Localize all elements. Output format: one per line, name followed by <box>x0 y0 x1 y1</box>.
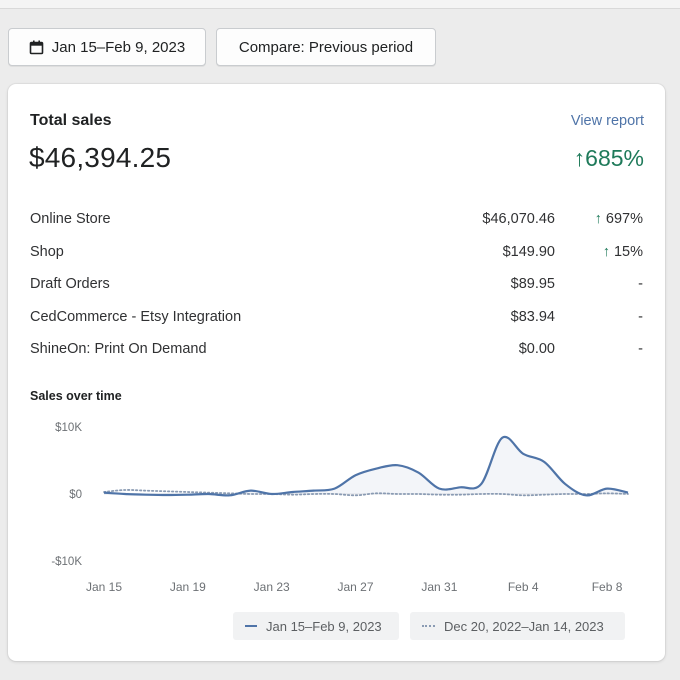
chart-title: Sales over time <box>30 389 122 403</box>
sales-channel-list: Online Store $46,070.46 ↑ 697% Shop $149.… <box>30 208 643 371</box>
channel-value: $149.90 <box>502 243 555 260</box>
channel-change: ↑ 697% <box>594 211 643 227</box>
legend-label: Jan 15–Feb 9, 2023 <box>266 618 382 634</box>
channel-name: CedCommerce - Etsy Integration <box>30 308 242 325</box>
legend-previous-period[interactable]: Dec 20, 2022–Jan 14, 2023 <box>410 612 625 640</box>
channel-row-shineon: ShineOn: Print On Demand $0.00 - <box>30 338 643 371</box>
channel-change: - <box>638 308 643 325</box>
legend-label: Dec 20, 2022–Jan 14, 2023 <box>444 618 604 634</box>
compare-label: Compare: Previous period <box>238 38 414 56</box>
total-sales-card: Total sales View report $46,394.25 ↑685%… <box>8 84 665 661</box>
legend-current-period[interactable]: Jan 15–Feb 9, 2023 <box>233 612 399 640</box>
arrow-up-icon: ↑ <box>594 211 602 227</box>
sales-over-time-chart: $10K $0 -$10K Jan 15 Jan 19 Jan 23 Jan 27 Jan 3… <box>51 422 629 594</box>
compare-button[interactable]: Compare: Previous period <box>216 28 436 66</box>
x-tick-label: Feb 8 <box>592 580 623 594</box>
x-tick-label: Jan 31 <box>421 580 457 594</box>
channel-change: - <box>638 341 643 357</box>
channel-name: Online Store <box>30 211 111 227</box>
view-report-link[interactable]: View report <box>570 113 644 129</box>
total-sales-value: $46,394.25 <box>29 142 172 173</box>
channel-value: $83.94 <box>510 308 555 325</box>
channel-value: $0.00 <box>518 341 555 357</box>
channel-value: $89.95 <box>510 276 555 292</box>
current-series-area <box>104 436 628 496</box>
y-tick-label: $10K <box>55 422 82 434</box>
x-tick-label: Jan 27 <box>338 580 374 594</box>
channel-change: - <box>638 276 643 292</box>
channel-name: Shop <box>30 243 64 260</box>
card-title: Total sales <box>30 112 112 129</box>
total-sales-change: ↑685% <box>573 145 644 171</box>
x-tick-label: Feb 4 <box>508 580 539 594</box>
x-tick-label: Jan 15 <box>86 580 122 594</box>
top-divider <box>0 0 680 9</box>
channel-name: Draft Orders <box>30 276 110 292</box>
channel-row-shop: Shop $149.90 ↑ 15% <box>30 241 643 274</box>
channel-row-online-store: Online Store $46,070.46 ↑ 697% <box>30 208 643 241</box>
y-tick-label: -$10K <box>51 556 82 568</box>
channel-change: ↑ 15% <box>602 243 643 260</box>
channel-name: ShineOn: Print On Demand <box>30 341 207 357</box>
x-tick-label: Jan 19 <box>170 580 206 594</box>
y-tick-label: $0 <box>69 489 82 501</box>
current-period-line <box>103 435 629 497</box>
calendar-icon <box>29 40 44 55</box>
channel-row-cedcommerce: CedCommerce - Etsy Integration $83.94 - <box>30 306 643 339</box>
x-tick-label: Jan 23 <box>254 580 290 594</box>
dotted-line-swatch <box>422 625 435 627</box>
channel-value: $46,070.46 <box>482 211 555 227</box>
date-range-button[interactable]: Jan 15–Feb 9, 2023 <box>8 28 206 66</box>
previous-period-line <box>103 489 629 497</box>
solid-line-swatch <box>245 625 257 627</box>
channel-row-draft-orders: Draft Orders $89.95 - <box>30 273 643 306</box>
arrow-up-icon: ↑ <box>602 243 610 260</box>
date-range-label: Jan 15–Feb 9, 2023 <box>51 38 186 56</box>
